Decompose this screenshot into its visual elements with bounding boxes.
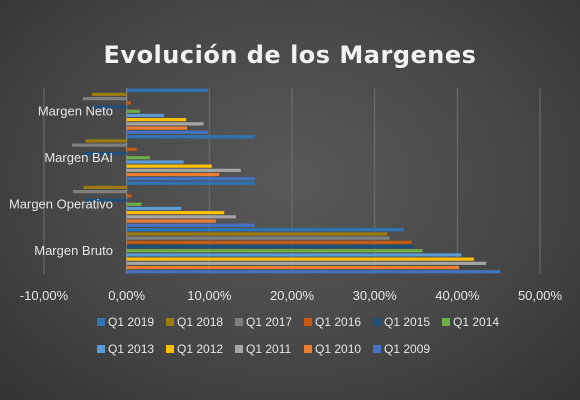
legend-swatch [304,318,312,326]
category-label: Margen Neto [38,103,113,118]
bar [126,240,412,244]
bar [126,206,182,211]
legend-item-label: Q1 2012 [177,342,223,356]
bar [126,211,225,215]
x-tick-label: 0,00% [108,288,145,303]
legend-swatch [373,345,381,353]
x-tick-label: 20,00% [270,288,315,303]
bar [126,181,255,185]
legend-swatch [442,318,450,326]
legend-item-label: Q1 2016 [315,315,361,329]
legend-item-label: Q1 2019 [108,315,154,329]
legend-swatch [97,345,105,353]
bars [72,88,501,274]
bar [72,190,127,194]
bar [126,147,137,151]
legend-swatch [304,345,312,353]
category-label: Margen Operativo [9,196,113,211]
bar [126,261,487,265]
bar [126,126,188,130]
bar [72,143,127,147]
legend-item-label: Q1 2011 [246,342,291,356]
bar [91,92,127,97]
legend: Q1 2019 Q1 2018 Q1 2017 Q1 2016 Q1 2015 Q1 20… [97,315,499,356]
x-tick-labels: -10,00% 0,00% 10,00% 20,00% 30,00% 40,00% 50,0… [20,288,563,303]
bar [126,177,255,181]
bar [126,160,184,164]
category-label: Margen Bruto [34,243,113,258]
bar [126,113,164,118]
bar [126,130,208,134]
bar [82,97,127,101]
legend-item-label: Q1 2017 [246,315,292,329]
legend-swatch [166,318,174,326]
category-label: Margen BAI [44,150,113,165]
legend-item-label: Q1 2018 [177,315,223,329]
x-tick-label: -10,00% [20,288,69,303]
bar [126,270,501,274]
legend-item-label: Q1 2013 [108,342,154,356]
legend-item-label: Q1 2010 [315,342,361,356]
legend-swatch [235,318,243,326]
legend-swatch [97,318,105,326]
chart-title: Evolución de los Margenes [104,41,477,69]
bar [126,228,404,232]
bar [126,257,474,261]
bar [126,88,208,92]
bar [86,198,127,202]
bar [126,249,423,253]
x-tick-label: 30,00% [353,288,398,303]
category-labels: Margen Bruto Margen Operativo Margen BAI Ma… [9,103,113,258]
legend-item-label: Q1 2009 [384,342,430,356]
legend-swatch [373,318,381,326]
bar [126,219,216,223]
bar [126,122,204,126]
bar [126,236,390,240]
bar [126,223,255,227]
bar [126,172,220,177]
bar [126,168,241,172]
bar [82,151,127,156]
x-tick-label: 10,00% [187,288,232,303]
bar [126,215,236,219]
bar [126,135,255,139]
bar [93,105,127,109]
legend-swatch [166,345,174,353]
bar [126,164,212,168]
legend-item-label: Q1 2015 [384,315,430,329]
legend-item-label: Q1 2014 [453,315,499,329]
x-tick-label: 50,00% [518,288,563,303]
bar [126,118,187,122]
bar [83,185,127,190]
bar [126,232,388,236]
x-tick-label: 40,00% [435,288,480,303]
bar [126,194,132,198]
bar [126,101,131,105]
bar [126,265,459,270]
bar [126,109,140,113]
bar [126,156,150,160]
bar [126,202,142,206]
bar [126,244,414,249]
bar [126,253,462,257]
bar [85,139,127,143]
legend-swatch [235,345,243,353]
